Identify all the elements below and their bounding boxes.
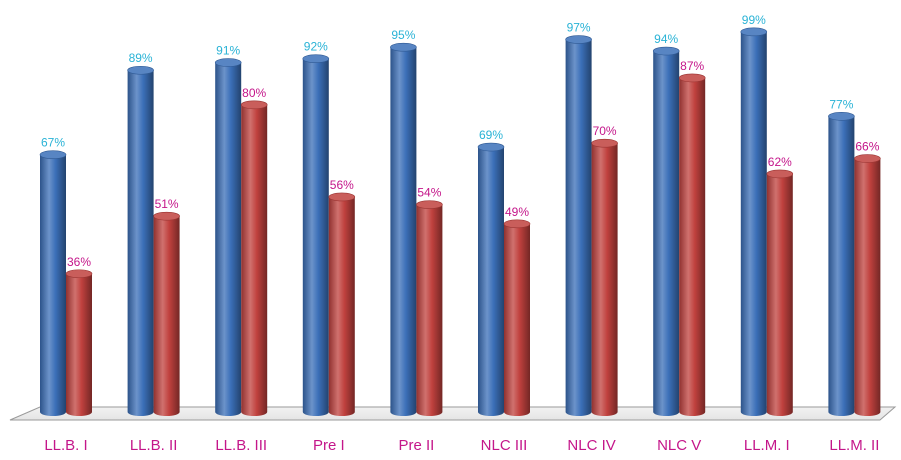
value-label: 89% [129, 51, 153, 65]
value-label: 67% [41, 136, 65, 150]
category-label: NLC IV [567, 437, 615, 454]
value-label: 94% [654, 32, 678, 46]
bar-red-6 [591, 138, 618, 416]
category-label: Pre II [398, 437, 434, 454]
value-label: 56% [330, 178, 354, 192]
value-label: 49% [505, 205, 529, 219]
bar-red-2 [240, 100, 268, 417]
bar-red-1 [153, 211, 180, 416]
value-label: 99% [742, 13, 766, 27]
value-label: 95% [391, 28, 415, 42]
bar-red-8 [766, 169, 794, 416]
bar-red-3 [328, 192, 356, 416]
category-label: NLC V [657, 437, 701, 454]
bar-blue-9 [828, 112, 855, 416]
bar-red-9 [854, 154, 881, 416]
category-label: LL.M. I [744, 437, 790, 454]
value-label: 69% [479, 128, 503, 142]
value-label: 51% [155, 197, 179, 211]
value-label: 91% [216, 44, 240, 58]
bar-blue-8 [740, 27, 768, 417]
bar-red-4 [416, 200, 443, 416]
category-label: Pre I [313, 437, 345, 454]
category-label: NLC III [481, 437, 528, 454]
value-label: 87% [680, 59, 704, 73]
value-label: 36% [67, 255, 91, 269]
value-label: 92% [304, 40, 328, 54]
category-label: LL.B. II [130, 437, 178, 454]
bar-red-0 [65, 269, 93, 416]
bar-red-5 [503, 219, 531, 416]
value-label: 62% [768, 155, 792, 169]
bar-red-7 [678, 73, 706, 417]
bar-blue-2 [214, 58, 242, 417]
bar-blue-6 [565, 35, 592, 417]
bar-blue-0 [39, 150, 67, 416]
value-label: 77% [829, 97, 853, 111]
category-label: LL.B. I [44, 437, 87, 454]
value-label: 70% [593, 124, 617, 138]
bar-blue-1 [127, 65, 154, 417]
bar-blue-5 [477, 142, 505, 417]
category-label: LL.M. II [829, 437, 879, 454]
value-label: 97% [567, 21, 591, 35]
bar-blue-7 [652, 46, 680, 416]
bar-blue-4 [390, 42, 417, 416]
value-label: 80% [242, 86, 266, 100]
value-label: 54% [417, 186, 441, 200]
bar-blue-3 [302, 54, 330, 416]
value-label: 66% [855, 140, 879, 154]
category-label: LL.B. III [215, 437, 267, 454]
